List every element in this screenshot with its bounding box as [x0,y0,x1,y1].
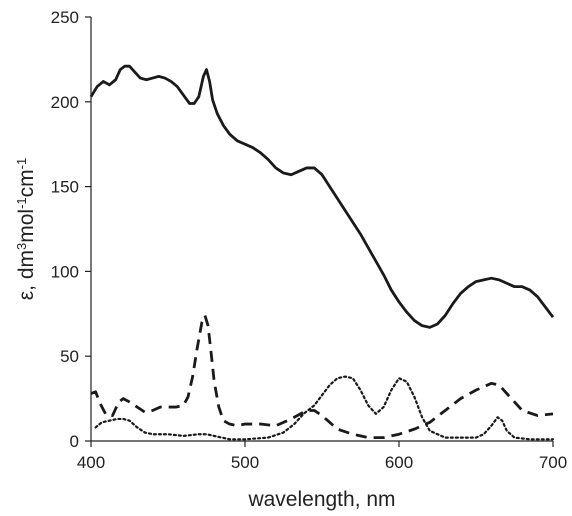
y-tick-label: 150 [51,178,79,197]
y-axis-title-mid2: cm [15,169,38,197]
series-line-dashed [90,314,554,440]
y-axis-title-sup2: -1 [14,197,29,209]
x-tick-label: 600 [385,453,413,472]
plot-area [89,64,555,441]
y-tick-label: 250 [51,8,79,27]
y-axis-title-sup1: 3 [14,243,29,250]
y-ticks: 0 50 100 150 200 250 [51,8,91,451]
y-axis-title-sup3: -1 [14,158,29,170]
y-tick-label: 0 [70,432,79,451]
y-tick-label: 200 [51,93,79,112]
x-tick-label: 400 [77,453,105,472]
x-tick-label: 700 [539,453,567,472]
series-line-solid [89,64,555,329]
y-axis-title-base: ε, dm [15,250,38,300]
x-axis-title: wavelength, nm [247,488,395,511]
series-line-dotted [94,375,555,441]
axes: 400 500 600 700 0 50 100 150 200 250 [51,8,568,472]
y-axis-title: ε, dm3mol-1cm-1 [14,158,39,300]
x-ticks: 400 500 600 700 [77,441,567,472]
x-tick-label: 500 [231,453,259,472]
y-tick-label: 100 [51,262,79,281]
y-tick-label: 50 [60,347,79,366]
y-axis-title-mid1: mol [15,209,38,243]
